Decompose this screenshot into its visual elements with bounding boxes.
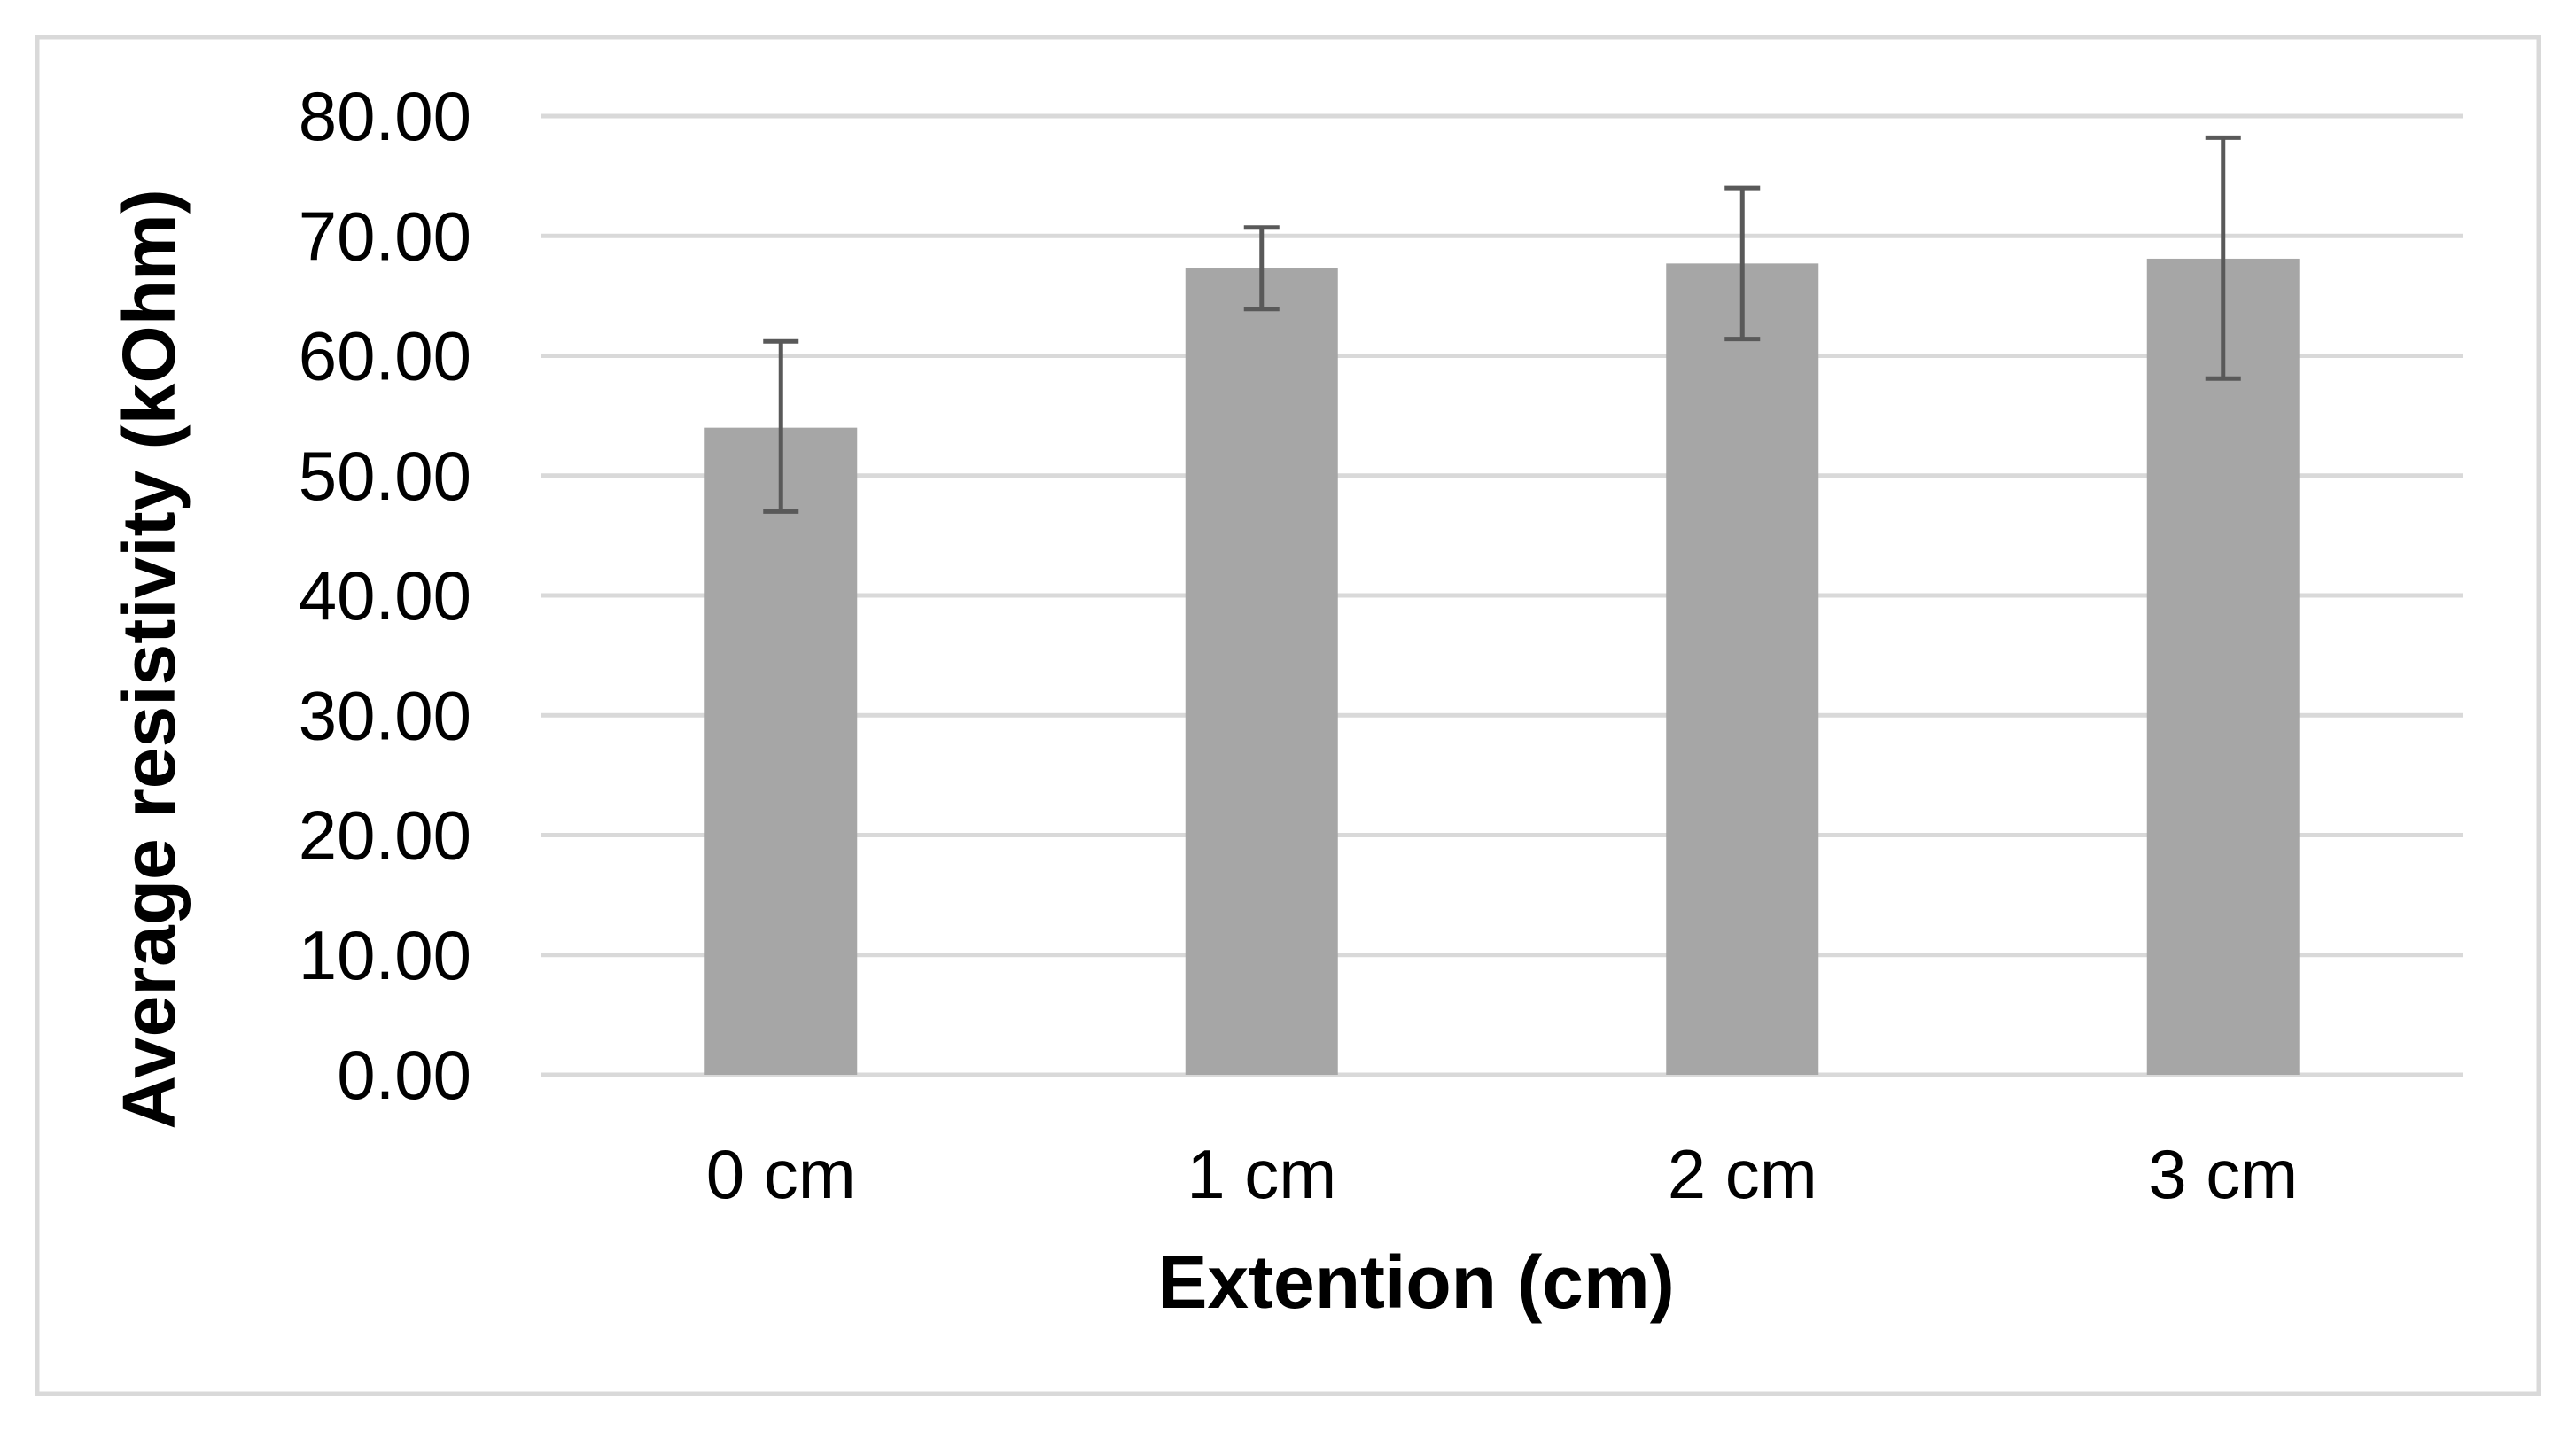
error-bar xyxy=(1724,185,1761,342)
y-tick-label: 50.00 xyxy=(299,437,471,515)
error-bar xyxy=(2205,135,2241,381)
x-axis-title: Extention (cm) xyxy=(1157,1240,1674,1324)
x-tick-label: 2 cm xyxy=(1668,1135,1817,1213)
x-tick-label: 0 cm xyxy=(706,1135,856,1213)
y-tick-label: 60.00 xyxy=(299,317,471,395)
bars xyxy=(704,258,2300,1076)
bar xyxy=(1666,263,1819,1075)
bar xyxy=(1185,268,1338,1076)
y-axis-title: Average resistivity (kOhm) xyxy=(107,189,191,1129)
y-tick-label: 80.00 xyxy=(299,77,471,155)
x-tick-labels: 0 cm 1 cm 2 cm 3 cm xyxy=(706,1135,2299,1213)
y-tick-labels: 0.00 10.00 20.00 30.00 40.00 50.00 60.00 70.00 8… xyxy=(299,77,471,1114)
y-tick-label: 0.00 xyxy=(337,1036,471,1114)
y-tick-label: 20.00 xyxy=(299,797,471,875)
gridlines xyxy=(541,113,2463,1077)
x-tick-label: 1 cm xyxy=(1187,1135,1336,1213)
bar xyxy=(704,427,858,1075)
y-tick-label: 70.00 xyxy=(299,197,471,275)
y-tick-label: 40.00 xyxy=(299,556,471,634)
y-tick-label: 10.00 xyxy=(299,916,471,994)
y-tick-label: 30.00 xyxy=(299,676,471,754)
x-tick-label: 3 cm xyxy=(2148,1135,2298,1213)
error-bars xyxy=(763,135,2241,514)
error-bar xyxy=(763,338,799,514)
error-bar xyxy=(1243,225,1280,312)
bar xyxy=(2146,258,2300,1075)
